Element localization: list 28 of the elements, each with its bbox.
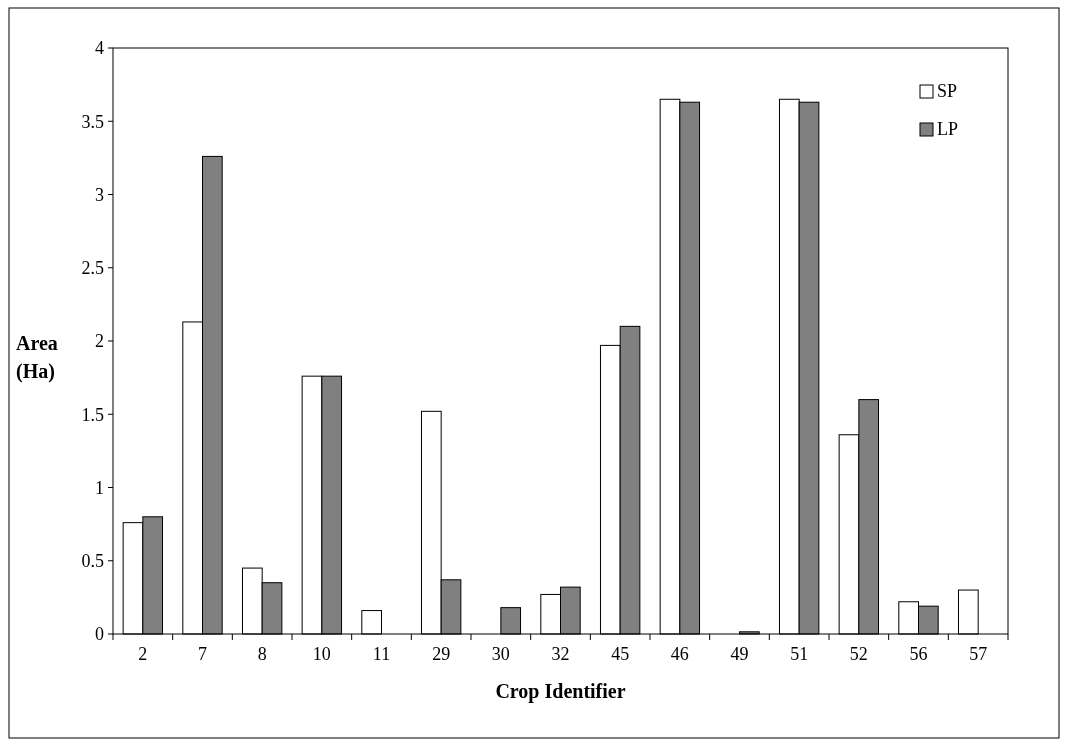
x-tick-label: 56 — [909, 644, 928, 664]
x-tick-label: 52 — [849, 644, 868, 664]
y-tick-label: 2 — [95, 331, 104, 352]
x-tick-label: 29 — [432, 644, 451, 664]
y-tick-label: 0 — [95, 624, 104, 645]
y-axis-title: Area (Ha) — [16, 332, 58, 383]
x-tick-label: 2 — [138, 644, 148, 664]
x-tick-label: 10 — [312, 644, 331, 664]
legend-label: LP — [937, 119, 959, 139]
legend-label: SP — [937, 81, 958, 101]
y-tick-label: 1 — [95, 477, 104, 498]
x-tick-label: 45 — [611, 644, 630, 664]
y-tick-label: 2.5 — [81, 258, 104, 279]
x-tick-label: 46 — [670, 644, 689, 664]
x-axis-title: Crop Identifier — [495, 680, 626, 703]
y-tick-label: 4 — [95, 38, 104, 59]
y-tick-label: 1.5 — [81, 404, 104, 425]
x-tick-label: 49 — [730, 644, 749, 664]
y-tick-label: 3 — [95, 184, 104, 205]
x-tick-label: 7 — [198, 644, 207, 664]
x-tick-label: 30 — [491, 644, 510, 664]
x-tick-label: 11 — [372, 644, 391, 664]
x-tick-label: 32 — [551, 644, 570, 664]
y-tick-label: 0.5 — [81, 551, 104, 572]
x-tick-label: 8 — [257, 644, 267, 664]
x-tick-label: 57 — [969, 644, 988, 664]
x-tick-label: 51 — [790, 644, 809, 664]
y-tick-label: 3.5 — [81, 111, 104, 132]
